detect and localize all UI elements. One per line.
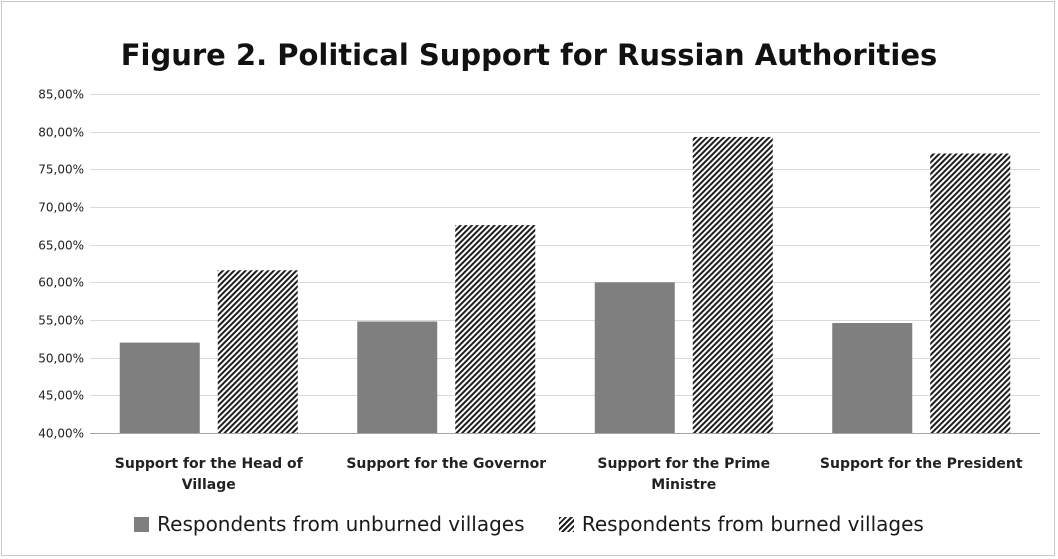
bars — [119, 136, 1011, 433]
legend: Respondents from unburned villages Respo… — [0, 512, 1058, 537]
x-axis-categories: Support for the Head of Village Support fo… — [115, 456, 1023, 493]
y-tick-label: 40,00% — [38, 427, 84, 441]
x-category-label: Ministre — [651, 477, 716, 493]
bar-burned — [930, 153, 1011, 433]
legend-item-burned: Respondents from burned villages — [558, 512, 924, 536]
legend-swatch-hatched — [558, 516, 574, 532]
legend-swatch-solid — [134, 516, 150, 532]
x-category-label: Support for the President — [820, 456, 1023, 472]
y-tick-label: 60,00% — [38, 276, 84, 290]
bar-burned — [455, 225, 536, 433]
chart-title: Figure 2. Political Support for Russian … — [120, 38, 938, 72]
bar-burned — [217, 270, 298, 433]
bar-unburned — [832, 323, 913, 433]
y-tick-label: 55,00% — [38, 314, 84, 328]
x-category-label: Support for the Head of — [115, 456, 304, 472]
y-tick-label: 70,00% — [38, 201, 84, 215]
y-tick-label: 80,00% — [38, 126, 84, 140]
bar-burned — [692, 136, 773, 433]
x-category-label: Support for the Governor — [346, 456, 546, 472]
y-tick-label: 75,00% — [38, 163, 84, 177]
bar-unburned — [119, 342, 200, 433]
y-axis-ticks: 40,00% 45,00% 50,00% 55,00% 60,00% 65,00% 70,0… — [38, 88, 84, 441]
legend-label-burned: Respondents from burned villages — [581, 512, 924, 536]
x-category-label: Village — [182, 477, 236, 493]
bar-unburned — [357, 321, 438, 433]
y-tick-label: 65,00% — [38, 239, 84, 253]
y-tick-label: 85,00% — [38, 88, 84, 102]
y-tick-label: 50,00% — [38, 352, 84, 366]
legend-label-unburned: Respondents from unburned villages — [157, 512, 525, 536]
y-tick-label: 45,00% — [38, 389, 84, 403]
bar-unburned — [594, 282, 675, 433]
legend-item-unburned: Respondents from unburned villages — [134, 512, 525, 536]
x-category-label: Support for the Prime — [597, 456, 770, 472]
